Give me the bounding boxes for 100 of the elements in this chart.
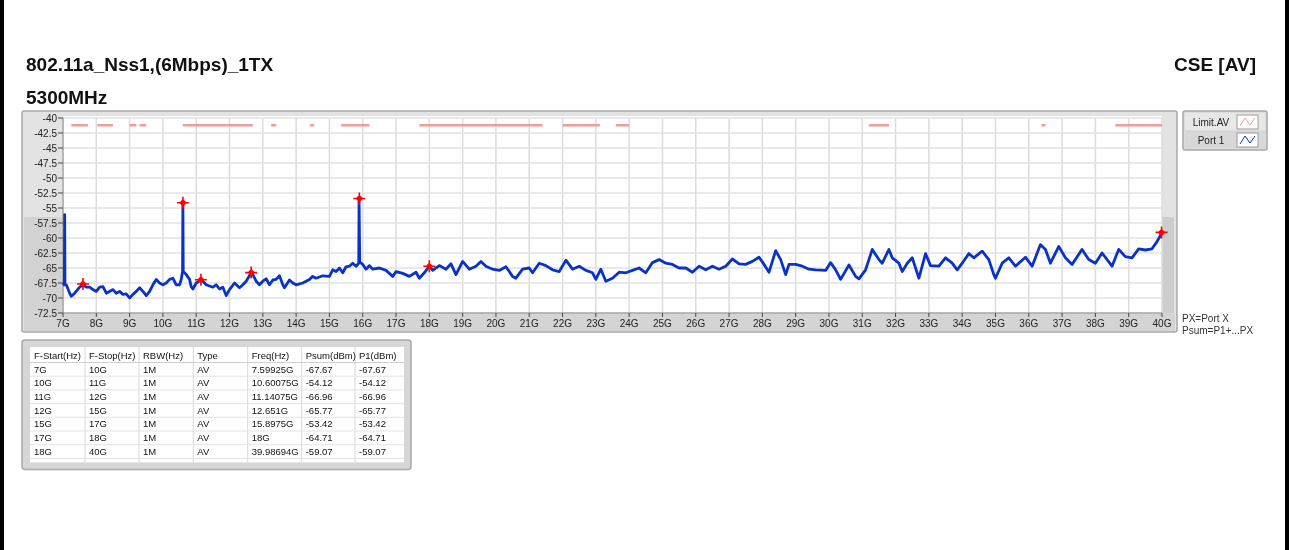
text: CSE [AV]	[1174, 54, 1256, 75]
x-tick-label: 22G	[553, 318, 573, 329]
text: -67.67	[359, 363, 386, 375]
text: 18G	[251, 432, 270, 443]
text: 15.8975G	[251, 418, 294, 430]
text: 18G	[34, 445, 52, 457]
text: 40G	[89, 445, 107, 457]
x-tick-label: 25G	[653, 318, 673, 329]
y-tick-label: -47.5	[34, 157, 58, 169]
category-label: Freq(Hz)	[251, 349, 290, 361]
text: 39.98694G	[251, 445, 299, 457]
x-tick-label: 16G	[353, 318, 373, 329]
text: 12G	[89, 390, 107, 402]
text: -64.71	[305, 432, 333, 443]
y-tick-label: -55	[42, 202, 58, 214]
x-tick-label: 21G	[519, 318, 539, 329]
legend-label: Limit.AV	[1192, 116, 1230, 128]
x-tick-label: 13G	[253, 318, 273, 329]
x-tick-label: 35G	[986, 318, 1006, 329]
text: 15G	[89, 404, 107, 416]
text: AV	[197, 363, 210, 375]
text: AV	[197, 418, 210, 430]
x-tick-label: 12G	[220, 318, 240, 329]
y-tick-label: -62.5	[34, 247, 58, 259]
text: -53.42	[359, 418, 386, 430]
x-tick-label: 24G	[619, 318, 639, 329]
text: AV	[197, 445, 210, 457]
text: 11G	[89, 377, 107, 389]
point	[310, 123, 315, 127]
y-tick-label: -70	[42, 292, 58, 304]
text: AV	[197, 432, 210, 443]
text: AV	[197, 404, 210, 416]
text: -66.96	[359, 390, 386, 402]
y-tick-label: -65	[42, 262, 58, 274]
category-label: F-Stop(Hz)	[89, 349, 136, 361]
text: -64.71	[359, 432, 386, 443]
point	[1041, 123, 1046, 127]
chart-subtitle: 5300MHz	[26, 87, 108, 108]
y-tick-label: -50	[42, 172, 58, 184]
x-tick-label: 40G	[1152, 318, 1172, 329]
x-tick-label: 37G	[1052, 318, 1072, 329]
text: -54.12	[359, 377, 386, 389]
x-tick-label: 17G	[386, 318, 406, 329]
x-tick-label: 39G	[1119, 318, 1139, 329]
x-tick-label: 14G	[286, 318, 306, 329]
text: -67.67	[305, 363, 333, 375]
text: 10G	[34, 377, 52, 389]
x-tick-label: 7G	[56, 318, 70, 329]
point	[176, 195, 190, 210]
x-tick-label: 10G	[153, 318, 173, 329]
y-tick-label: -45	[42, 142, 58, 154]
x-tick-label: 27G	[719, 318, 739, 329]
y-tick-label: -57.5	[34, 217, 58, 229]
point	[76, 277, 90, 291]
text: 1M	[143, 363, 157, 375]
text: 7.59925G	[251, 363, 294, 375]
text: -59.07	[305, 445, 333, 457]
x-tick-label: 32G	[886, 318, 906, 329]
category-label: F-Start(Hz)	[34, 349, 81, 361]
text: 17G	[34, 432, 52, 443]
x-tick-label: 28G	[752, 318, 773, 329]
text: 1M	[143, 377, 157, 389]
point	[422, 259, 437, 274]
x-tick-label: 29G	[786, 318, 806, 329]
x-tick-label: 33G	[919, 318, 939, 329]
x-tick-label: 38G	[1085, 318, 1106, 329]
y-tick-label: -52.5	[34, 187, 58, 199]
text: 10.60075G	[251, 377, 299, 389]
y-tick-label: -40	[42, 112, 58, 124]
chart-title: 802.11a_Nss1,(6Mbps)_1TX	[26, 54, 274, 75]
category-label: Type	[197, 349, 218, 361]
category-label: P1(dBm)	[359, 349, 397, 361]
x-tick-label: 9G	[122, 318, 137, 329]
text: 10G	[89, 363, 107, 375]
y-tick-label: -42.5	[34, 127, 58, 139]
x-tick-label: 23G	[586, 318, 606, 329]
y-tick-label: -72.5	[34, 307, 58, 319]
text: 11.14075G	[251, 390, 299, 402]
category-label: Psum(dBm)	[305, 349, 356, 361]
text: -54.12	[305, 377, 333, 389]
y-tick-label: -67.5	[34, 277, 58, 289]
text: -65.77	[305, 404, 333, 416]
x-tick-label: 15G	[319, 318, 340, 329]
x-tick-label: 18G	[419, 318, 439, 329]
x-tick-label: 30G	[819, 318, 839, 329]
category-label: RBW(Hz)	[143, 349, 184, 361]
x-tick-label: 8G	[89, 318, 104, 329]
text: 17G	[89, 418, 107, 430]
point	[194, 272, 208, 287]
text: 12.651G	[251, 404, 289, 416]
text: 1M	[143, 404, 157, 416]
text: -53.42	[305, 418, 333, 430]
x-tick-label: 31G	[852, 318, 872, 329]
legend-label: Port 1	[1197, 134, 1225, 146]
y-tick-label: -60	[42, 232, 58, 244]
point	[244, 265, 258, 280]
x-tick-label: 19G	[453, 318, 473, 329]
x-tick-label: 20G	[486, 318, 506, 329]
text: Psum=P1+...PX	[1182, 325, 1254, 336]
text: 12G	[34, 404, 52, 416]
